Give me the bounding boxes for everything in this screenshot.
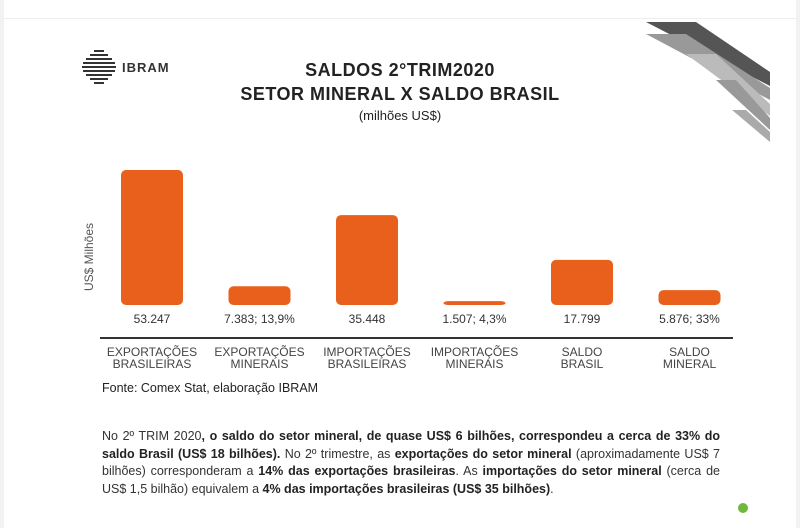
- bar: [658, 290, 721, 305]
- chart-title-line2: SETOR MINERAL X SALDO BRASIL: [240, 84, 560, 104]
- chart-subtitle: (milhões US$): [358, 108, 442, 123]
- x-tick-label: MINERAIS: [230, 357, 288, 371]
- x-tick-label: IMPORTAÇÕES: [431, 344, 519, 359]
- data-label: 5.876; 33%: [659, 312, 720, 326]
- para-text-4: . As: [455, 464, 483, 478]
- decorative-chevrons: [646, 22, 770, 142]
- data-label: 35.448: [349, 312, 386, 326]
- bar: [551, 259, 613, 305]
- window-right-edge: [796, 0, 800, 528]
- para-text-6: .: [550, 481, 554, 496]
- x-tick-label: IMPORTAÇÕES: [323, 344, 411, 359]
- bar: [443, 301, 506, 305]
- green-dot-marker: [738, 503, 748, 513]
- window-left-edge: [0, 0, 4, 528]
- chart-title: SALDOS 2°TRIM2020: [305, 60, 495, 80]
- source-note: Fonte: Comex Stat, elaboração IBRAM: [102, 381, 319, 395]
- para-bold-2: exportações do setor mineral: [394, 446, 572, 461]
- para-text-3: (aproximadamente US$ 7 bilhões) correspo…: [102, 446, 720, 479]
- para-text-5: (cerca de US$ 1,5 bilhão) equivalem a: [102, 464, 720, 496]
- x-tick-label: BRASIL: [561, 357, 604, 371]
- para-bold-1: , o saldo do setor mineral, de quase US$…: [102, 429, 720, 461]
- data-label: 1.507; 4,3%: [442, 312, 506, 326]
- ibram-logo: IBRAM: [80, 48, 170, 86]
- bar: [121, 169, 183, 305]
- para-bold-4: importações do setor mineral: [482, 464, 662, 478]
- para-text-1: No 2º TRIM 2020: [102, 429, 202, 443]
- x-tick-label: BRASILEIRAS: [113, 357, 192, 371]
- window-top-edge: [0, 0, 800, 19]
- analysis-paragraph: No 2º TRIM 2020, o saldo do setor minera…: [102, 428, 720, 498]
- data-label: 17.799: [564, 312, 601, 326]
- data-label: 7.383; 13,9%: [224, 312, 295, 326]
- ibram-logo-icon: [82, 50, 116, 84]
- logo-text: IBRAM: [122, 59, 170, 75]
- x-tick-label: EXPORTAÇÕES: [107, 344, 197, 359]
- x-tick-label: EXPORTAÇÕES: [214, 344, 304, 359]
- x-tick-label: SALDO: [562, 345, 603, 359]
- data-label: 53.247: [134, 312, 171, 326]
- para-bold-5: 4% das importações brasileiras (US$ 35 b…: [262, 481, 551, 496]
- x-tick-label: MINERAIS: [445, 357, 503, 371]
- para-bold-3: 14% das exportações brasileiras: [258, 464, 456, 478]
- x-tick-label: BRASILEIRAS: [328, 357, 407, 371]
- bar: [336, 215, 398, 305]
- x-tick-label: SALDO: [669, 345, 710, 359]
- x-tick-label: MINERAL: [663, 357, 717, 371]
- bar: [228, 286, 291, 305]
- para-text-2: No 2º trimestre, as: [280, 446, 395, 461]
